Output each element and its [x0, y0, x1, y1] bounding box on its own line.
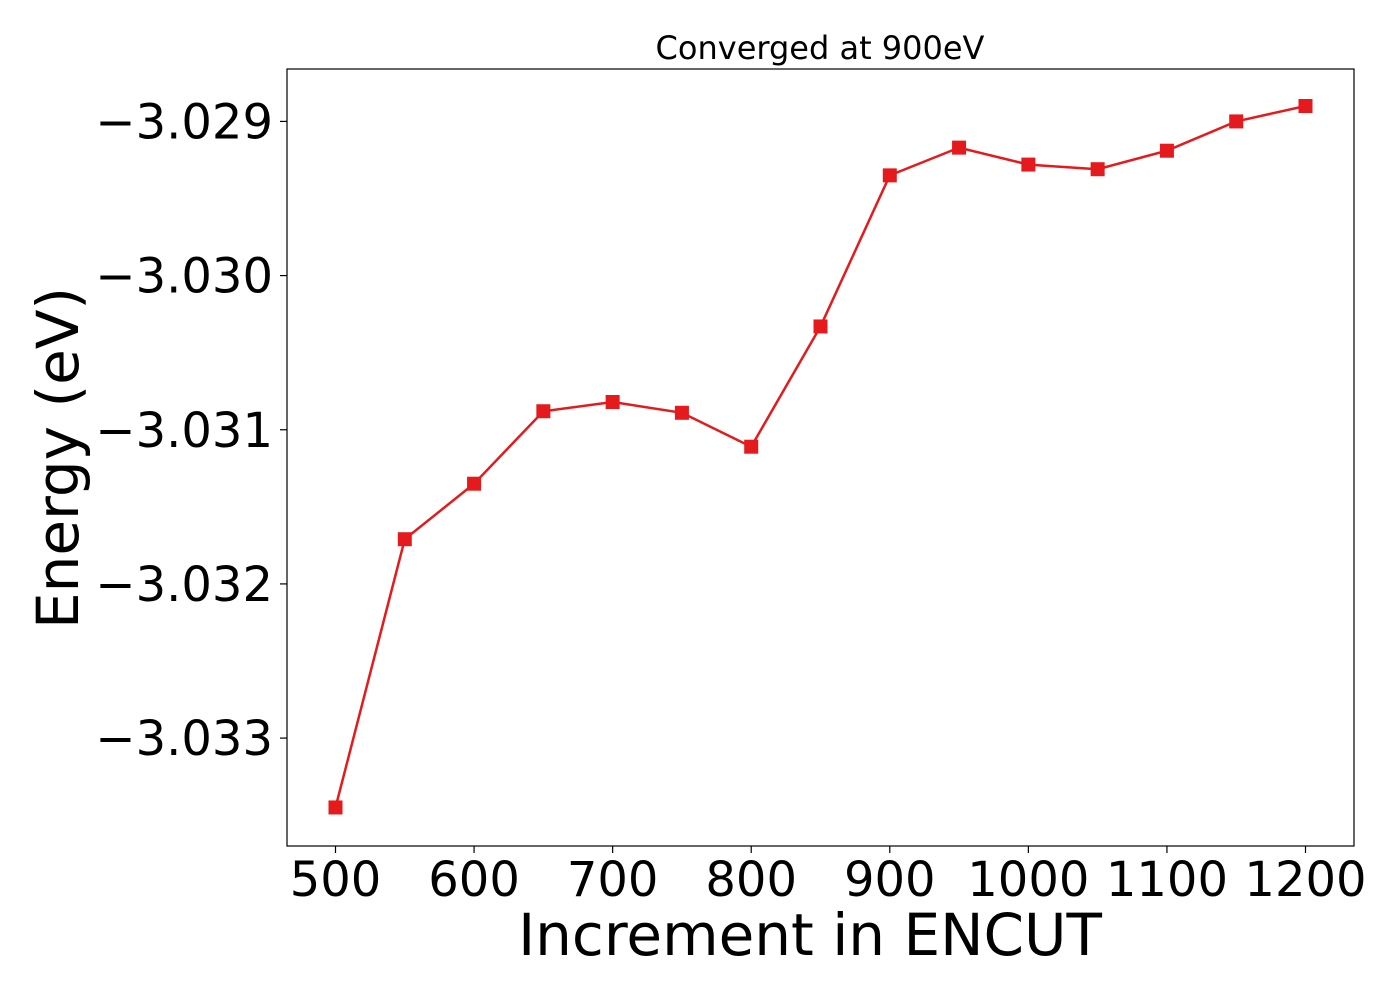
data-point [744, 439, 759, 454]
y-tick-label: −3.031 [95, 403, 273, 459]
chart-title: Converged at 900eV [656, 29, 985, 67]
x-tick-label: 1000 [967, 852, 1089, 908]
plot-area [328, 99, 1313, 815]
x-tick-label: 1100 [1106, 852, 1228, 908]
y-axis: −3.029 −3.030 −3.031 −3.032 −3.033 [95, 94, 287, 767]
y-tick-label: −3.033 [95, 711, 273, 767]
x-tick-label: 700 [567, 852, 659, 908]
data-point [1159, 143, 1174, 158]
data-point [536, 404, 551, 419]
series-line [334, 104, 1306, 808]
y-tick-label: −3.030 [95, 249, 273, 305]
plot-frame [286, 68, 1355, 847]
data-point [605, 395, 620, 409]
y-axis-label: Energy (eV) [24, 287, 92, 629]
data-point [1298, 99, 1313, 113]
x-tick-label: 800 [705, 852, 797, 908]
x-axis-label: Increment in ENCUT [518, 901, 1102, 969]
data-point [882, 168, 897, 183]
data-point [1229, 114, 1244, 129]
data-point [397, 532, 412, 547]
data-point [1090, 162, 1105, 177]
data-point [952, 140, 967, 155]
y-tick-label: −3.032 [95, 557, 273, 613]
data-point [467, 476, 482, 491]
x-axis: 500 600 700 800 900 1000 1100 1200 [290, 846, 1367, 908]
data-point [328, 800, 343, 815]
x-tick-label: 900 [844, 852, 936, 908]
x-tick-label: 600 [428, 852, 520, 908]
x-tick-label: 1200 [1244, 852, 1366, 908]
data-point [813, 319, 828, 334]
x-tick-label: 500 [290, 852, 382, 908]
data-point [674, 405, 689, 420]
data-point [1021, 157, 1036, 172]
y-tick-label: −3.029 [95, 94, 273, 150]
